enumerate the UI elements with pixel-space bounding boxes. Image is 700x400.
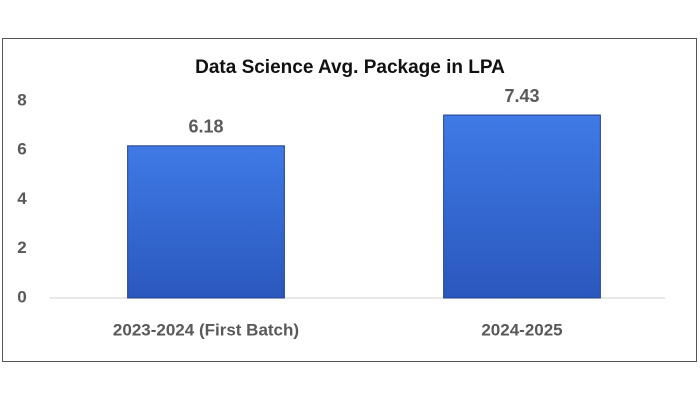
- bar: [443, 114, 601, 299]
- y-tick-label: 0: [17, 287, 26, 306]
- y-tick-label: 8: [17, 90, 26, 109]
- x-tick-label: 2024-2025: [481, 320, 562, 339]
- bar: [127, 145, 285, 299]
- y-tick-label: 2: [17, 238, 26, 257]
- value-label: 7.43: [504, 86, 539, 106]
- chart-title: Data Science Avg. Package in LPA: [195, 57, 505, 78]
- y-tick-label: 6: [17, 140, 26, 159]
- value-label: 6.18: [188, 117, 223, 137]
- y-tick-label: 4: [17, 189, 27, 208]
- x-tick-label: 2023-2024 (First Batch): [113, 320, 299, 339]
